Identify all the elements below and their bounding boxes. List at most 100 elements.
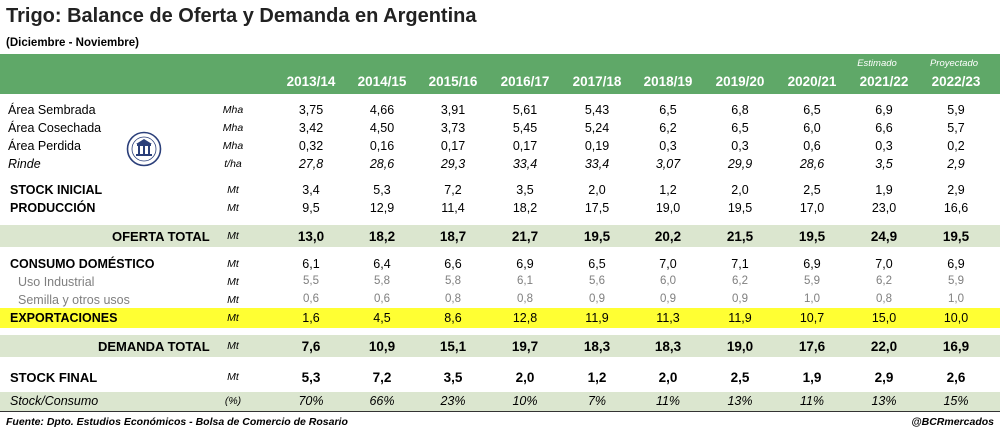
table-cell: 11,9: [585, 311, 609, 325]
table-row: Rinde t/ha 27,8 28,6 29,3 33,4 33,4 3,07 29,9 28,…: [0, 156, 1000, 173]
table-cell: 3,4: [302, 183, 320, 197]
header-year: 2017/18: [572, 74, 622, 89]
table-cell: 7,1: [731, 257, 749, 271]
table-row: PRODUCCIÓN Mt 9,5 12,9 11,4 18,2 17,5 19,0 19,5 1…: [0, 200, 1000, 217]
table-cell: 7,2: [444, 183, 462, 197]
row-unit: Mt: [227, 312, 239, 324]
table-cell: 6,9: [803, 257, 821, 271]
row-unit: Mt: [227, 258, 239, 270]
table-cell: 7%: [587, 394, 607, 408]
table-cell: 4,66: [369, 103, 395, 117]
table-cell: 11%: [799, 394, 825, 408]
row-unit: Mha: [222, 140, 244, 152]
table-cell: 6,9: [947, 257, 965, 271]
table-row: CONSUMO DOMÉSTICO Mt 6,1 6,4 6,6 6,9 6,5 7,0 7,1…: [0, 256, 1000, 273]
table-cell: 0,2: [947, 139, 965, 153]
table-cell: 5,43: [584, 103, 610, 117]
table-cell: 6,5: [588, 257, 606, 271]
table-cell: 0,16: [369, 139, 395, 153]
row-unit: Mt: [227, 371, 239, 383]
row-unit: Mt: [227, 340, 239, 352]
table-cell: 15%: [943, 394, 969, 408]
table-cell: 23,0: [871, 201, 897, 215]
table-cell: 5,61: [512, 103, 538, 117]
table-cell: 5,5: [303, 275, 319, 287]
table-cell: 0,9: [660, 293, 676, 305]
table-cell: 6,0: [803, 121, 821, 135]
table-cell: 6,1: [302, 257, 320, 271]
table-cell: 7,0: [659, 257, 677, 271]
header-year: 2015/16: [428, 74, 478, 89]
table-cell: 19,0: [655, 201, 681, 215]
header-year: 2013/14: [286, 74, 336, 89]
table-cell: 11,9: [728, 311, 752, 325]
table-cell: 6,9: [516, 257, 534, 271]
row-label: STOCK INICIAL: [10, 183, 103, 197]
table-cell: 10,9: [368, 339, 396, 354]
table-cell: 13,0: [297, 229, 325, 244]
table-cell: 0,6: [374, 293, 390, 305]
table-cell: 21,5: [726, 229, 754, 244]
row-label: CONSUMO DOMÉSTICO: [10, 257, 155, 271]
table-cell: 9,5: [302, 201, 320, 215]
row-label: DEMANDA TOTAL: [98, 339, 210, 354]
row-label: STOCK FINAL: [10, 370, 98, 385]
table-cell: 1,0: [804, 293, 820, 305]
table-row: Área Sembrada Mha 3,75 4,66 3,91 5,61 5,43 6,5 6…: [0, 102, 1000, 119]
table-cell: 16,6: [943, 201, 969, 215]
table-cell: 1,9: [802, 370, 822, 385]
table-cell: 70%: [298, 394, 324, 408]
table-cell: 0,8: [876, 293, 892, 305]
table-cell: 4,50: [369, 121, 395, 135]
table-cell: 6,8: [731, 103, 749, 117]
table-cell: 24,9: [870, 229, 898, 244]
table-cell: 6,9: [875, 103, 893, 117]
table-cell: 0,17: [440, 139, 466, 153]
table-cell: 19,5: [583, 229, 611, 244]
table-cell: 7,2: [372, 370, 392, 385]
table-cell: 3,5: [516, 183, 534, 197]
table-cell: 22,0: [870, 339, 898, 354]
table-cell: 6,5: [659, 103, 677, 117]
table-cell: 0,3: [659, 139, 677, 153]
table-cell: 2,5: [730, 370, 750, 385]
row-unit: Mt: [227, 184, 239, 196]
twitter-handle: @BCRmercados: [911, 416, 994, 428]
table-cell: 5,9: [804, 275, 820, 287]
table-cell: 21,7: [511, 229, 539, 244]
table-cell: 5,9: [947, 103, 965, 117]
table-cell: 33,4: [584, 157, 610, 171]
table-cell: 17,0: [799, 201, 825, 215]
table-cell: 0,8: [517, 293, 533, 305]
table-cell: 5,45: [512, 121, 538, 135]
table-cell: 2,0: [658, 370, 678, 385]
table-cell: 20,2: [654, 229, 682, 244]
table-cell: 6,2: [732, 275, 748, 287]
table-cell: 6,6: [444, 257, 462, 271]
table-cell: 1,2: [659, 183, 677, 197]
row-unit: Mha: [222, 104, 244, 116]
table-cell: 1,0: [948, 293, 964, 305]
source-note: Fuente: Dpto. Estudios Económicos - Bols…: [6, 416, 348, 428]
row-unit: Mt: [227, 230, 239, 242]
table-cell: 11,3: [656, 311, 680, 325]
row-unit: Mha: [222, 122, 244, 134]
table-cell: 3,42: [298, 121, 324, 135]
row-label: Rinde: [8, 157, 41, 171]
table-cell: 6,6: [875, 121, 893, 135]
table-cell: 5,9: [948, 275, 964, 287]
page-title: Trigo: Balance de Oferta y Demanda en Ar…: [6, 5, 477, 27]
table-cell: 17,6: [798, 339, 826, 354]
table-cell: 18,3: [583, 339, 611, 354]
table-cell: 18,2: [368, 229, 396, 244]
table-row: Stock/Consumo (%) 70% 66% 23% 10% 7% 11% 13% 11% 1…: [0, 392, 1000, 411]
header-year: 2016/17: [500, 74, 550, 89]
header-year: 2014/15: [357, 74, 407, 89]
table-cell: 2,9: [947, 157, 965, 171]
table-row: Uso Industrial Mt 5,5 5,8 5,8 6,1 5,6 6,0 6,2 5,9…: [0, 274, 1000, 291]
table-cell: 3,07: [655, 157, 681, 171]
table-cell: 5,6: [589, 275, 605, 287]
table-row: STOCK INICIAL Mt 3,4 5,3 7,2 3,5 2,0 1,2 2,0 2,5 1…: [0, 182, 1000, 199]
table-row: Semilla y otros usos Mt 0,6 0,6 0,8 0,8 0,9 0,9…: [0, 292, 1000, 309]
table-cell: 11%: [655, 394, 681, 408]
